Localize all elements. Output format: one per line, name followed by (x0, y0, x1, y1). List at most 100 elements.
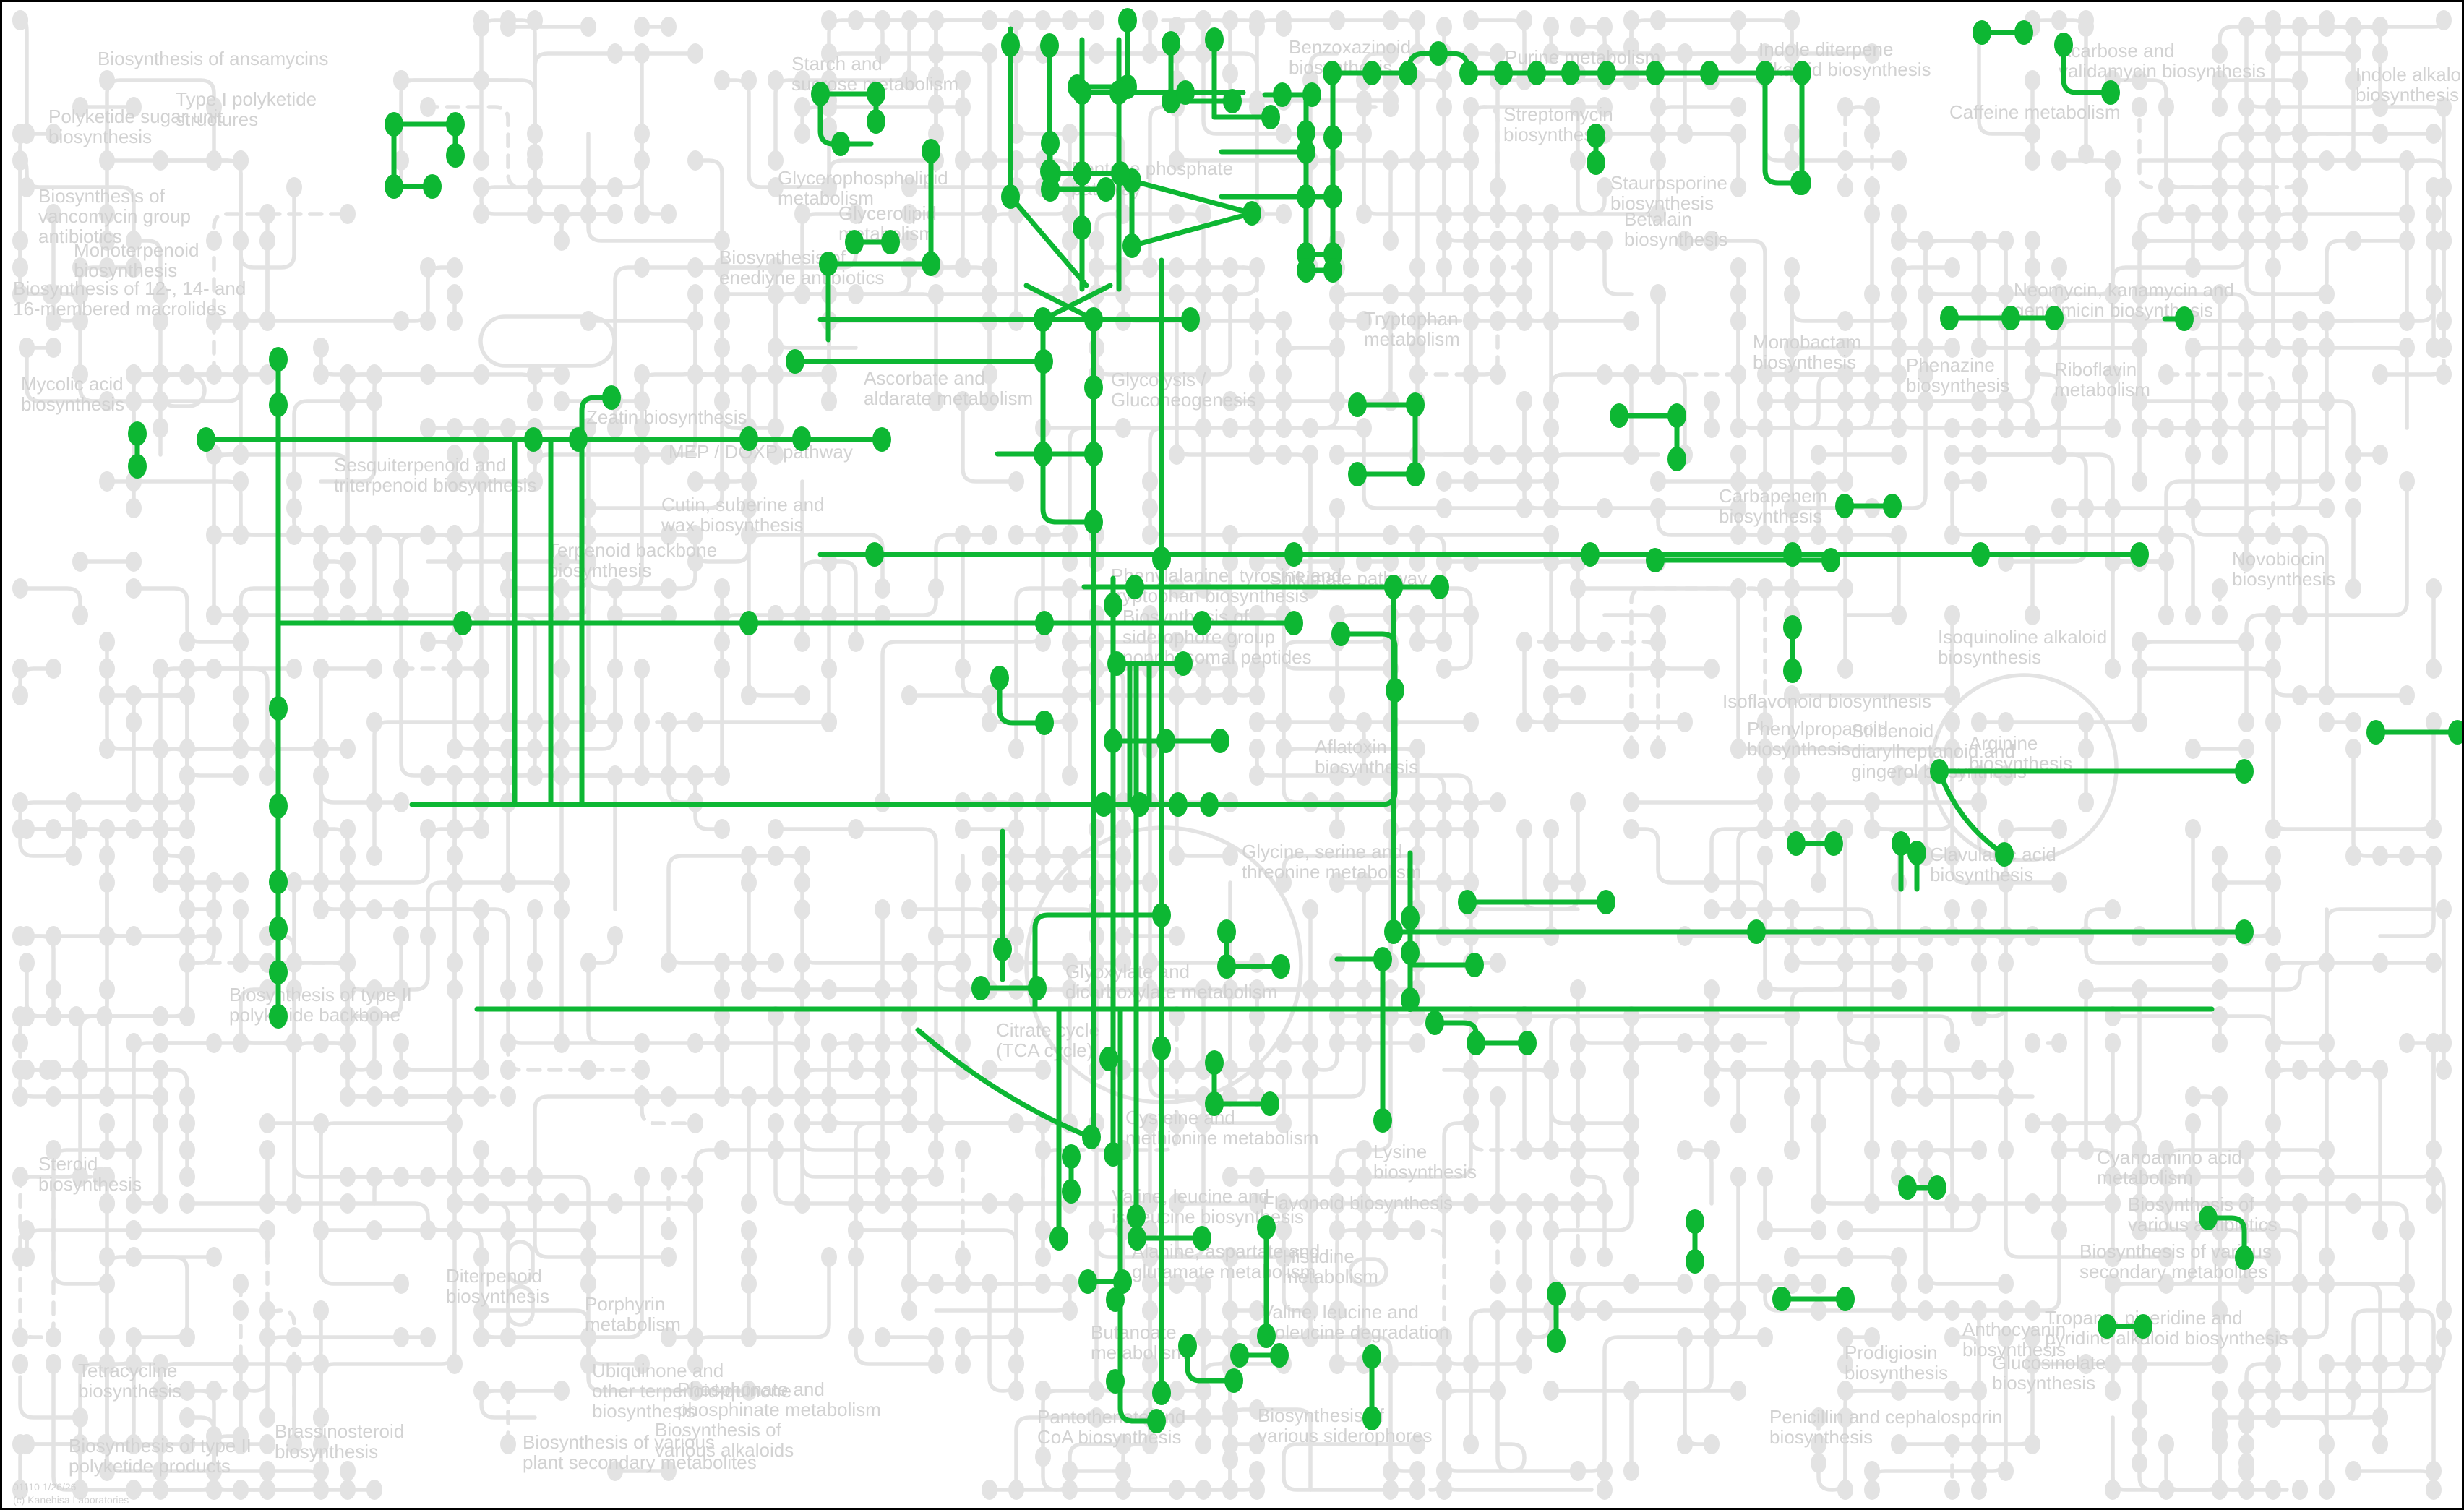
network-node (393, 1060, 409, 1080)
highlight-node (1597, 890, 1615, 914)
network-node (2238, 1453, 2254, 1473)
network-node (821, 364, 837, 385)
network-node (313, 872, 329, 893)
network-node (1195, 1113, 1211, 1133)
network-node (233, 872, 249, 893)
network-node (1837, 1247, 1853, 1267)
network-node (1811, 1407, 1826, 1428)
network-node (821, 391, 837, 411)
network-node (2372, 1354, 2388, 1374)
network-edge (1335, 773, 1473, 831)
network-node (366, 364, 382, 385)
network-node (286, 1033, 302, 1053)
network-node (99, 1193, 115, 1214)
network-node (1784, 338, 1800, 358)
highlight-node (1430, 575, 1449, 599)
network-node (19, 1247, 35, 1267)
pathway-label: Tropane, piperidine and pyridine alkaloid… (2045, 1307, 2288, 1349)
network-node (2051, 872, 2067, 893)
network-node (259, 311, 275, 331)
network-node (527, 899, 543, 919)
network-node (1677, 124, 1693, 144)
network-node (126, 498, 142, 518)
network-node (1089, 1407, 1104, 1428)
network-node (1008, 872, 1024, 893)
network-node (1891, 1140, 1907, 1160)
network-node (1222, 1407, 1238, 1428)
network-node (527, 739, 543, 759)
network-node (2265, 1354, 2281, 1374)
network-node (2265, 1140, 2281, 1160)
highlight-node (1892, 831, 1910, 856)
network-edge (1549, 559, 1660, 644)
network-node (1329, 765, 1345, 786)
network-node (1543, 1060, 1559, 1080)
network-node (2426, 953, 2442, 973)
network-node (1811, 1300, 1826, 1321)
network-node (1784, 391, 1800, 411)
network-node (126, 231, 142, 251)
network-node (794, 124, 810, 144)
network-node (2426, 712, 2442, 732)
network-edge (1950, 479, 2061, 537)
network-node (1490, 177, 1506, 197)
network-node (1570, 792, 1586, 812)
network-node (1222, 1060, 1238, 1080)
highlight-node (1547, 1282, 1566, 1306)
network-node (340, 1461, 356, 1481)
highlight-node (1783, 542, 1802, 567)
network-node (2158, 364, 2174, 385)
network-node (1971, 284, 1987, 304)
highlight-node (1907, 841, 1926, 865)
network-node (1302, 1193, 1318, 1214)
network-node (634, 765, 650, 786)
network-node (901, 70, 917, 90)
network-node (1409, 525, 1425, 545)
network-node (2025, 1193, 2040, 1214)
network-node (340, 1006, 356, 1026)
network-node (2319, 1354, 2335, 1374)
network-node (66, 792, 82, 812)
network-node (1837, 391, 1853, 411)
highlight-node (1297, 184, 1315, 209)
network-node (982, 204, 997, 224)
network-node (12, 284, 28, 304)
network-node (233, 311, 249, 331)
highlight-node (1162, 31, 1180, 56)
network-node (955, 1140, 971, 1160)
network-node (2158, 1274, 2174, 1294)
network-node (1222, 257, 1238, 278)
network-node (473, 1193, 489, 1214)
network-node (1971, 1461, 1987, 1481)
network-node (1570, 1140, 1586, 1160)
network-node (153, 1086, 168, 1107)
network-node (313, 1220, 329, 1240)
network-node (366, 1220, 382, 1240)
network-node (340, 364, 356, 385)
network-edge (132, 1041, 216, 1206)
network-node (1784, 953, 1800, 973)
highlight-node (1073, 80, 1091, 105)
network-node (1864, 124, 1880, 144)
network-node (1998, 1060, 2014, 1080)
network-node (955, 979, 971, 1000)
network-edge (2244, 212, 2409, 296)
highlight-node (1399, 61, 1417, 85)
network-node (2436, 231, 2452, 251)
network-node (99, 739, 115, 759)
network-node (768, 846, 784, 866)
pathway-label: Cutin, suberine and wax biosynthesis (661, 494, 824, 536)
network-node (286, 1434, 302, 1454)
network-node (714, 1033, 730, 1053)
network-node (2319, 1480, 2335, 1500)
network-node (1677, 1033, 1693, 1053)
highlight-node (1181, 307, 1200, 332)
highlight-node (1284, 611, 1303, 635)
highlight-node (1401, 906, 1420, 930)
network-node (366, 712, 382, 732)
network-node (1142, 498, 1158, 518)
network-node (1329, 1300, 1345, 1321)
network-node (1650, 97, 1666, 117)
map-credit-text: (c) Kanehisa Laboratories (13, 1494, 129, 1506)
network-node (2025, 150, 2040, 171)
